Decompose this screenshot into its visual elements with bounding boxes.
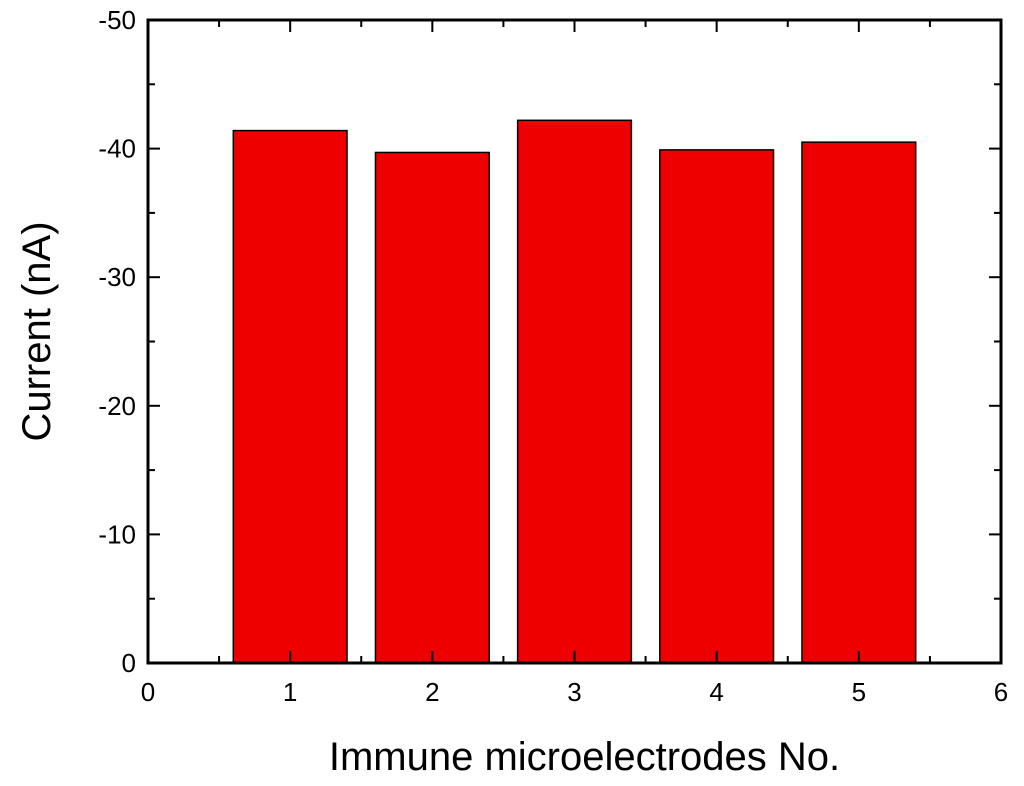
y-tick-label: 0: [122, 648, 136, 678]
bar-3: [516, 119, 633, 664]
plot-frame: [146, 18, 1003, 665]
x-tick-label: 0: [141, 677, 155, 707]
tick-labels-layer: 0 1 2 3 4 5 6 0 -10 -20 -30 -40 -50: [98, 5, 1008, 707]
y-tick-label: -10: [98, 519, 136, 549]
y-axis-title: Current (nA): [15, 221, 59, 441]
x-tick-label: 1: [283, 677, 297, 707]
x-tick-label: 5: [852, 677, 866, 707]
bar-2: [374, 151, 490, 664]
x-tick-label: 2: [425, 677, 439, 707]
bars-layer: [232, 119, 917, 664]
x-tick-label: 4: [709, 677, 723, 707]
x-tick-label: 6: [994, 677, 1008, 707]
y-tick-label: -40: [98, 134, 136, 164]
y-tick-label: -20: [98, 391, 136, 421]
bar-5: [801, 141, 917, 664]
y-tick-label: -30: [98, 262, 136, 292]
y-tick-label: -50: [98, 5, 136, 35]
bar-4: [659, 149, 775, 664]
x-axis-title: Immune microelectrodes No.: [329, 735, 840, 779]
x-tick-label: 3: [567, 677, 581, 707]
bar-1: [232, 129, 348, 664]
